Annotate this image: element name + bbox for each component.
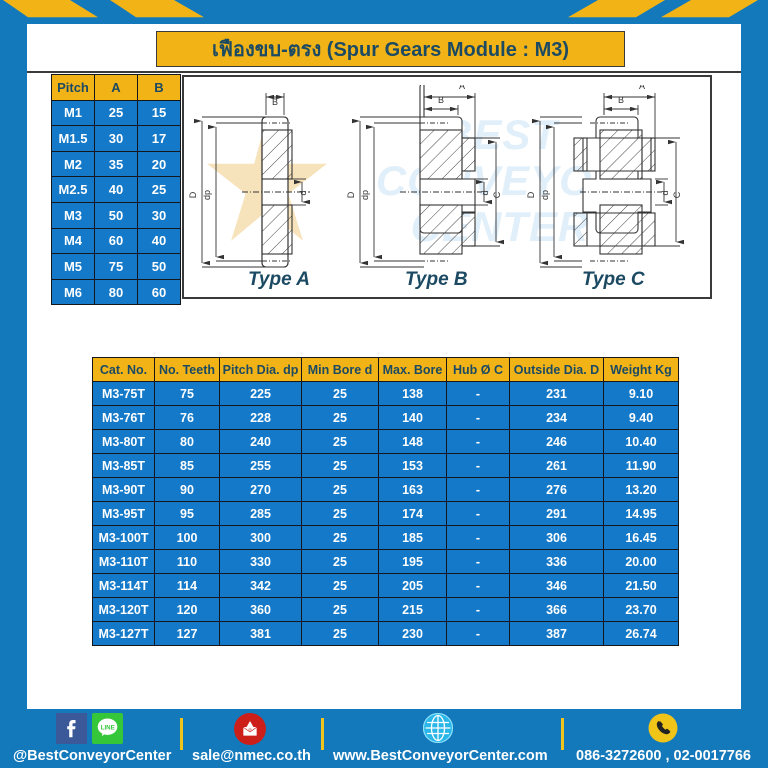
svg-text:d: d	[480, 190, 490, 195]
svg-text:C: C	[492, 191, 502, 198]
svg-text:D: D	[346, 191, 356, 198]
svg-text:A: A	[639, 85, 645, 91]
svg-text:dp: dp	[360, 190, 370, 200]
svg-text:B: B	[618, 95, 624, 105]
svg-text:A: A	[459, 85, 465, 91]
svg-text:D: D	[188, 191, 198, 198]
svg-text:dp: dp	[540, 190, 550, 200]
svg-text:B: B	[438, 95, 444, 105]
svg-text:C: C	[672, 191, 682, 198]
svg-text:D: D	[526, 191, 536, 198]
svg-text:B: B	[272, 97, 278, 107]
svg-text:LINE: LINE	[101, 724, 115, 731]
svg-text:dp: dp	[202, 190, 212, 200]
svg-text:d: d	[660, 190, 670, 195]
svg-text:d: d	[298, 190, 308, 195]
